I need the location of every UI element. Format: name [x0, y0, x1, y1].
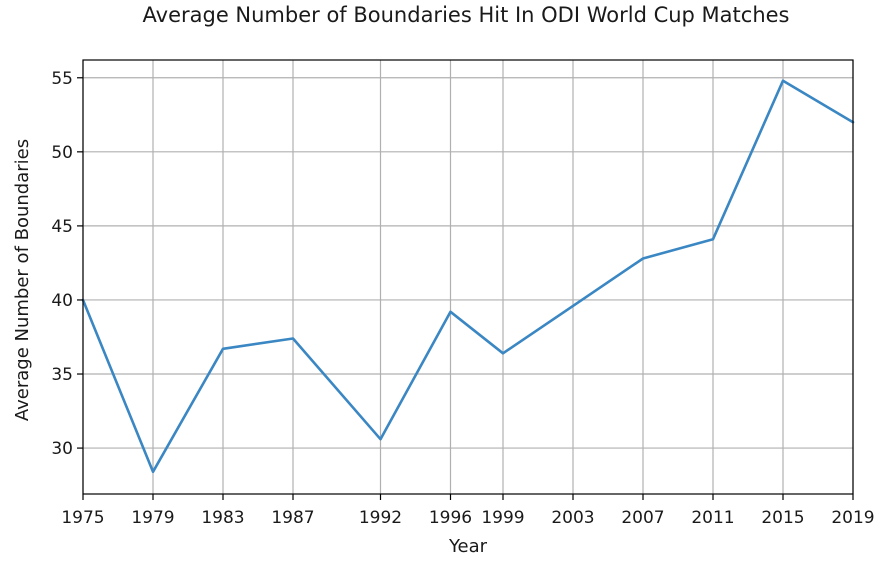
x-tick-label: 2011 — [691, 508, 734, 528]
x-tick-label: 1992 — [359, 508, 402, 528]
ticks: 1975 1979 1983 1987 1992 1996 1999 2003 2007 2011… — [51, 69, 874, 528]
x-tick-label: 2019 — [831, 508, 874, 528]
series-layer — [81, 79, 855, 474]
series-line — [81, 79, 855, 474]
x-tick-label: 1983 — [201, 508, 244, 528]
x-tick-label: 2015 — [761, 508, 804, 528]
y-tick-label: 30 — [51, 439, 73, 459]
chart-title: Average Number of Boundaries Hit In ODI … — [143, 3, 790, 27]
y-tick-label: 45 — [51, 217, 73, 237]
plot-frame — [82, 59, 854, 495]
x-tick-label: 1975 — [61, 508, 104, 528]
y-tick-label: 40 — [51, 291, 73, 311]
grid — [82, 60, 854, 494]
x-axis-label: Year — [448, 536, 488, 557]
x-tick-label: 1987 — [271, 508, 314, 528]
x-tick-label: 1999 — [481, 508, 524, 528]
x-tick-label: 2003 — [551, 508, 594, 528]
y-axis-label: Average Number of Boundaries — [12, 139, 33, 421]
x-tick-label: 1996 — [429, 508, 472, 528]
y-tick-label: 50 — [51, 143, 73, 163]
y-tick-label: 35 — [51, 365, 73, 385]
x-tick-label: 1979 — [131, 508, 174, 528]
y-tick-label: 55 — [51, 69, 73, 89]
x-tick-label: 2007 — [621, 508, 664, 528]
